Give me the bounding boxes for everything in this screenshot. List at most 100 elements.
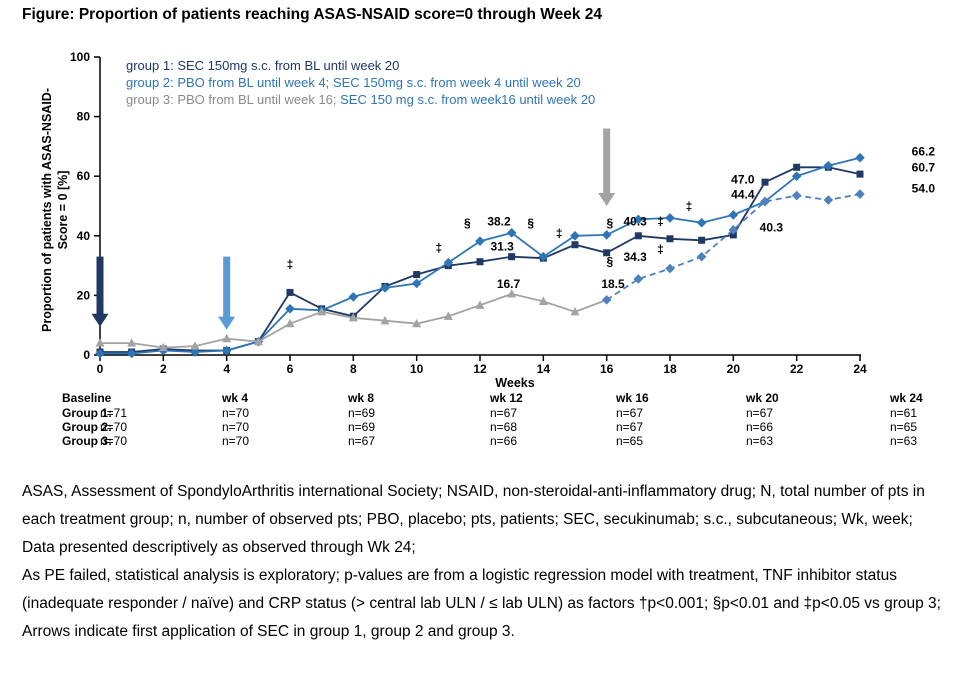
diamond-marker bbox=[506, 228, 517, 238]
table-col-header: wk 12 bbox=[489, 391, 523, 405]
y-axis-title-line1: Proportion of patients with ASAS-NSAID- bbox=[40, 88, 54, 332]
triangle-marker bbox=[443, 311, 453, 320]
n-table: Baseline wk 4 wk 8 wk 12 wk 16 wk 20 wk 24 Grou… bbox=[62, 391, 923, 448]
diamond-marker bbox=[601, 230, 612, 240]
diamond-marker bbox=[696, 251, 707, 262]
diamond-marker bbox=[570, 231, 580, 241]
data-label-40.3: 40.3 bbox=[760, 220, 784, 234]
y-tick-label: 40 bbox=[77, 229, 91, 243]
diamond-marker bbox=[760, 196, 770, 207]
table-cell: n=70 bbox=[222, 434, 249, 448]
data-label-‡: ‡ bbox=[657, 243, 664, 257]
data-label-§: § bbox=[464, 216, 471, 230]
diamond-marker bbox=[633, 214, 644, 225]
diamond-marker bbox=[221, 345, 232, 356]
sec-start-arrow-week-4 bbox=[218, 256, 236, 330]
diamond-marker bbox=[728, 210, 739, 220]
x-tick-label: 24 bbox=[853, 362, 867, 376]
data-label-§: § bbox=[527, 216, 534, 230]
triangle-marker bbox=[95, 338, 105, 347]
diamond-marker bbox=[348, 292, 359, 302]
table-cell: n=70 bbox=[100, 420, 127, 434]
table-cell: n=66 bbox=[490, 434, 517, 448]
triangle-marker bbox=[475, 300, 485, 309]
table-cell: n=63 bbox=[746, 434, 773, 448]
x-tick-label: 8 bbox=[350, 362, 357, 376]
table-cell: n=67 bbox=[746, 406, 773, 420]
diamond-marker bbox=[633, 274, 644, 284]
table-cell: n=67 bbox=[616, 406, 643, 420]
sec-start-arrows bbox=[91, 128, 616, 330]
triangle-marker bbox=[190, 341, 200, 350]
data-label-34.3: 34.3 bbox=[623, 250, 647, 264]
table-cell: n=69 bbox=[348, 420, 375, 434]
table-cell: n=65 bbox=[890, 420, 917, 434]
square-marker bbox=[761, 178, 769, 186]
triangle-marker bbox=[222, 333, 232, 343]
x-tick-label: 12 bbox=[473, 362, 487, 376]
data-label-31.3: 31.3 bbox=[490, 240, 514, 254]
triangle-marker bbox=[253, 336, 263, 346]
table-col-header: wk 8 bbox=[347, 391, 374, 405]
diamond-marker bbox=[601, 295, 612, 305]
sec-start-arrow-week-0 bbox=[91, 256, 109, 327]
x-tick-label: 14 bbox=[537, 362, 551, 376]
data-label-60.7: 60.7 bbox=[912, 161, 936, 175]
data-label-‡: ‡ bbox=[657, 214, 664, 228]
y-tick-label: 100 bbox=[70, 50, 90, 64]
diamond-marker bbox=[380, 283, 390, 293]
data-label-16.7: 16.7 bbox=[497, 277, 521, 291]
table-col-header: wk 24 bbox=[889, 391, 923, 405]
table-cell: n=67 bbox=[616, 420, 643, 434]
table-row-label: Group 3: bbox=[62, 434, 112, 448]
y-tick-label: 20 bbox=[77, 288, 91, 302]
diamond-marker bbox=[823, 195, 834, 205]
diamond-marker bbox=[791, 171, 802, 181]
diamond-marker bbox=[665, 263, 675, 274]
diamond-marker bbox=[855, 189, 865, 199]
y-tick-label: 0 bbox=[83, 348, 90, 362]
square-marker bbox=[634, 232, 642, 240]
table-col-header: Baseline bbox=[62, 391, 112, 405]
data-label-§: § bbox=[606, 216, 613, 230]
x-tick-label: 16 bbox=[600, 362, 614, 376]
table-cell: n=65 bbox=[616, 434, 643, 448]
legend-line-3: group 3: PBO from BL until week 16; SEC … bbox=[126, 92, 595, 107]
table-col-header: wk 4 bbox=[221, 391, 248, 405]
figure-title: Figure: Proportion of patients reaching … bbox=[22, 6, 603, 23]
triangle-marker bbox=[412, 318, 422, 328]
footnote-data-presented: Data presented descriptively as observed… bbox=[22, 539, 416, 556]
diamond-marker bbox=[411, 278, 422, 289]
diamond-marker bbox=[696, 217, 707, 228]
square-marker bbox=[508, 253, 516, 261]
data-label-‡: ‡ bbox=[287, 258, 294, 272]
triangle-marker bbox=[158, 342, 168, 352]
data-label-18.5: 18.5 bbox=[601, 277, 625, 291]
table-col-header: wk 20 bbox=[745, 391, 779, 405]
x-axis-title: Weeks bbox=[495, 376, 534, 390]
x-tick-label: 22 bbox=[790, 362, 804, 376]
data-label-‡: ‡ bbox=[556, 226, 563, 240]
square-marker bbox=[729, 231, 737, 239]
x-tick-label: 6 bbox=[287, 362, 294, 376]
data-label-54.0: 54.0 bbox=[912, 182, 936, 196]
x-tick-label: 2 bbox=[160, 362, 167, 376]
table-row-label: Group 1: bbox=[62, 406, 112, 420]
data-label-66.2: 66.2 bbox=[912, 144, 936, 158]
data-label-‡: ‡ bbox=[686, 199, 693, 213]
square-marker bbox=[476, 258, 484, 266]
diamond-marker bbox=[823, 160, 834, 171]
footnote-statistics: As PE failed, statistical analysis is ex… bbox=[22, 567, 941, 640]
data-label-44.4: 44.4 bbox=[731, 188, 755, 202]
square-marker bbox=[571, 241, 579, 249]
table-cell: n=66 bbox=[746, 420, 773, 434]
series-line bbox=[606, 193, 861, 301]
data-labels: ‡ ‡ § 38.2 § 31.3 16.7 ‡ § 40.3 ‡ ‡ § 34.3 ‡ 18.5 47.044… bbox=[287, 144, 936, 291]
triangle-marker bbox=[570, 306, 580, 316]
square-marker bbox=[413, 271, 421, 279]
square-marker bbox=[793, 163, 801, 171]
table-cell: n=70 bbox=[222, 420, 249, 434]
table-cell: n=63 bbox=[890, 434, 917, 448]
triangle-marker bbox=[285, 318, 295, 328]
